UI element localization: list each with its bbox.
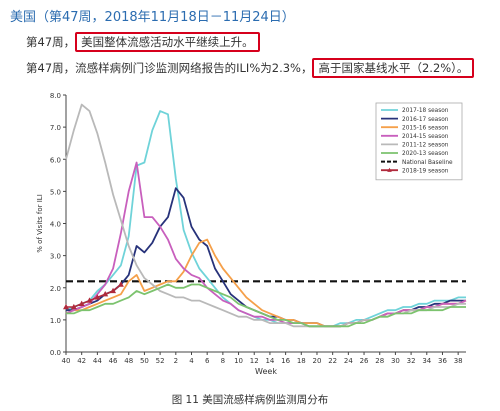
x-tick-label: 4 (189, 357, 194, 365)
x-tick-label: 16 (281, 357, 290, 365)
chart-legend: 2017-18 season 2016-17 season 2015-16 seas… (375, 102, 463, 181)
x-tick-label: 28 (375, 357, 384, 365)
figure-caption: 图 11 美国流感样病例监测周分布 (171, 394, 329, 406)
page-title: 美国（第47周，2018年11月18日－11月24日） (10, 10, 295, 25)
x-tick-label: 44 (93, 357, 102, 365)
legend-label: National Baseline (402, 160, 453, 166)
x-tick-label: 22 (328, 357, 337, 365)
y-axis-label: % of Visits for ILI (36, 194, 44, 253)
x-axis-label: Week (255, 367, 277, 376)
x-tick-label: 38 (454, 357, 463, 365)
x-tick-label: 52 (156, 357, 165, 365)
x-tick-label: 14 (265, 357, 274, 365)
y-tick-label: 2.0 (50, 285, 61, 293)
y-tick-label: 0.0 (50, 349, 61, 357)
series-point-marker (110, 287, 117, 294)
x-tick-label: 42 (77, 357, 86, 365)
x-tick-label: 48 (124, 357, 133, 365)
y-tick-label: 6.0 (50, 156, 61, 164)
x-tick-label: 18 (297, 357, 306, 365)
x-tick-label: 50 (140, 357, 149, 365)
legend-marker (387, 167, 392, 172)
series-point-marker (117, 281, 124, 287)
summary-line-2: 第47周，流感样病例门诊监测网络报告的ILI%为2.3%， 高于国家基线水平（2.… (26, 58, 475, 78)
x-tick-label: 36 (438, 357, 447, 365)
series-layer (63, 103, 467, 328)
series-point-marker (63, 303, 69, 310)
legend-label: 2016-17 season (402, 117, 449, 123)
legend-label: 2015-16 season (402, 125, 449, 131)
x-tick-label: 40 (62, 357, 71, 365)
series-point-marker (78, 300, 85, 307)
x-tick-label: 34 (422, 357, 431, 365)
summary-line-1: 第47周， 美国整体流感活动水平继续上升。 (26, 32, 260, 52)
legend-label: 2011-12 season (402, 143, 449, 149)
series-point-marker (70, 303, 77, 310)
series-line (65, 161, 467, 328)
series-point-marker (86, 297, 93, 303)
summary-line-2-highlight: 高于国家基线水平（2.2%）。 (312, 58, 475, 78)
summary-line-1-prefix: 第47周， (26, 35, 76, 49)
x-tick-label: 46 (109, 357, 118, 365)
x-tick-label: 2 (174, 357, 178, 365)
legend-label: 2017-18 season (402, 108, 449, 114)
legend-box (375, 102, 463, 181)
x-tick-label: 12 (250, 357, 259, 365)
chart-axes: 0.0 1.0 2.0 3.0 4.0 5.0 6.0 7.0 8.0 % of Visits f… (36, 92, 466, 376)
y-tick-label: 4.0 (50, 221, 61, 229)
summary-line-1-highlight: 美国整体流感活动水平继续上升。 (75, 32, 260, 52)
x-tick-label: 26 (360, 357, 369, 365)
y-tick-label: 7.0 (50, 124, 61, 132)
x-tick-label: 6 (205, 357, 210, 365)
series-line (65, 110, 466, 328)
y-tick-label: 1.0 (50, 317, 61, 325)
x-tick-label: 32 (407, 357, 416, 365)
legend-label: 2014-15 season (402, 134, 449, 140)
series-line (66, 283, 466, 328)
series-point-marker (94, 294, 101, 300)
legend-label: 2020-13 season (402, 151, 449, 157)
y-tick-label: 3.0 (50, 253, 61, 261)
y-tick-label: 5.0 (50, 188, 61, 196)
series-point-marker (102, 290, 109, 297)
legend-label: 2018-19 season (402, 168, 449, 174)
x-tick-label: 10 (234, 357, 243, 365)
x-tick-label: 8 (221, 357, 225, 365)
summary-line-2-prefix: 第47周，流感样病例门诊监测网络报告的ILI%为2.3%， (26, 61, 313, 75)
x-tick-label: 20 (313, 357, 322, 365)
x-tick-label: 24 (344, 357, 353, 365)
x-tick-label: 30 (391, 357, 400, 365)
y-tick-label: 8.0 (50, 92, 61, 100)
